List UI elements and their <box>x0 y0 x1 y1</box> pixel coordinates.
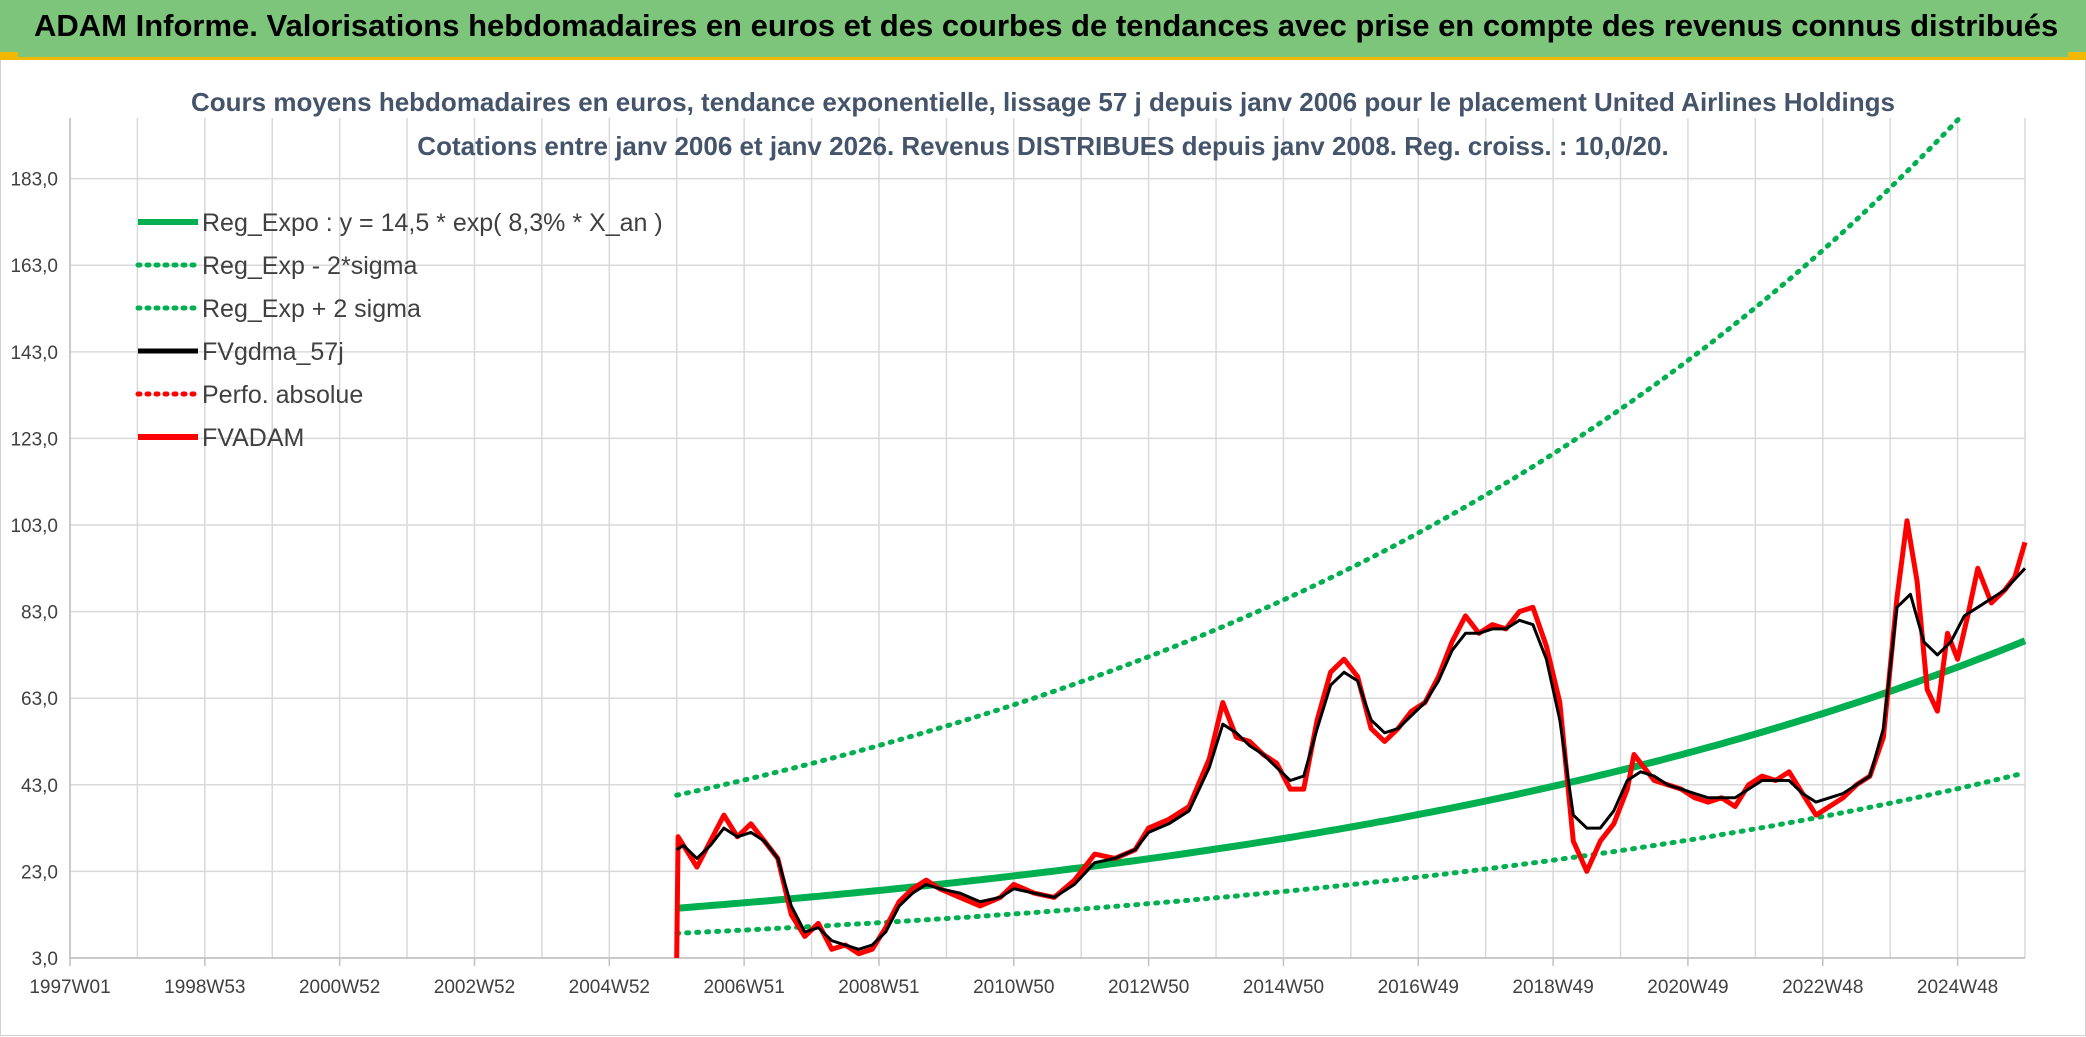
x-tick-label: 2002W52 <box>434 977 515 998</box>
x-tick-label: 2020W49 <box>1647 977 1728 998</box>
x-tick-label: 2012W50 <box>1108 977 1189 998</box>
banner-corner-right <box>2068 52 2086 60</box>
x-tick-label: 2016W49 <box>1378 977 1459 998</box>
x-tick-label: 2006W51 <box>703 977 784 998</box>
y-tick-label: 183,0 <box>10 170 58 191</box>
chart-title-line-2: Cotations entre janv 2006 et janv 2026. … <box>417 131 1668 161</box>
x-tick-label: 2004W52 <box>569 977 650 998</box>
x-tick-label: 2024W48 <box>1917 977 1998 998</box>
y-tick-label: 3,0 <box>32 949 58 970</box>
x-tick-label: 2018W49 <box>1512 977 1593 998</box>
legend-label: FVADAM <box>202 424 304 452</box>
x-tick-label: 1998W53 <box>164 977 245 998</box>
y-tick-label: 143,0 <box>10 343 58 364</box>
y-tick-label: 23,0 <box>21 862 58 883</box>
chart-title-line-1: Cours moyens hebdomadaires en euros, ten… <box>191 87 1895 117</box>
banner-corner-left <box>0 52 18 60</box>
y-tick-label: 123,0 <box>10 429 58 450</box>
y-tick-label: 63,0 <box>21 689 58 710</box>
chart-lines <box>674 116 2028 959</box>
y-tick-label: 83,0 <box>21 603 58 624</box>
x-tick-label: 2010W50 <box>973 977 1054 998</box>
legend-label: FVgdma_57j <box>202 338 344 366</box>
report-title: ADAM Informe. Valorisations hebdomadaire… <box>34 8 2059 43</box>
series-reg-exp-plus-2sigma <box>674 116 1965 798</box>
legend-label: Perfo. absolue <box>202 381 363 409</box>
series-reg-exp-minus-2sigma <box>674 770 2028 936</box>
y-axis-ticks: 3,0 23,0 43,0 63,0 83,0 103,0 123,0 143,0 163,0 1… <box>10 170 58 970</box>
chart-legend: Reg_Expo : y = 14,5 * exp( 8,3% * X_an )… <box>135 209 663 452</box>
report-banner: ADAM Informe. Valorisations hebdomadaire… <box>0 0 2086 60</box>
x-tick-label: 2008W51 <box>838 977 919 998</box>
x-tick-label: 2022W48 <box>1782 977 1863 998</box>
legend-label: Reg_Exp + 2 sigma <box>202 295 421 323</box>
legend-label: Reg_Exp - 2*sigma <box>202 252 417 280</box>
x-tick-label: 2014W50 <box>1243 977 1324 998</box>
series-reg-expo <box>676 637 2027 912</box>
y-tick-label: 43,0 <box>21 776 58 797</box>
x-tick-label: 2000W52 <box>299 977 380 998</box>
y-tick-label: 103,0 <box>10 516 58 537</box>
y-tick-label: 163,0 <box>10 256 58 277</box>
x-tick-label: 1997W01 <box>29 977 110 998</box>
legend-label: Reg_Expo : y = 14,5 * exp( 8,3% * X_an ) <box>202 209 663 237</box>
x-axis-ticks: 1997W01 1998W53 2000W52 2002W52 2004W52 2006W… <box>29 958 1998 998</box>
series-fvgdma-57j <box>675 567 2027 951</box>
